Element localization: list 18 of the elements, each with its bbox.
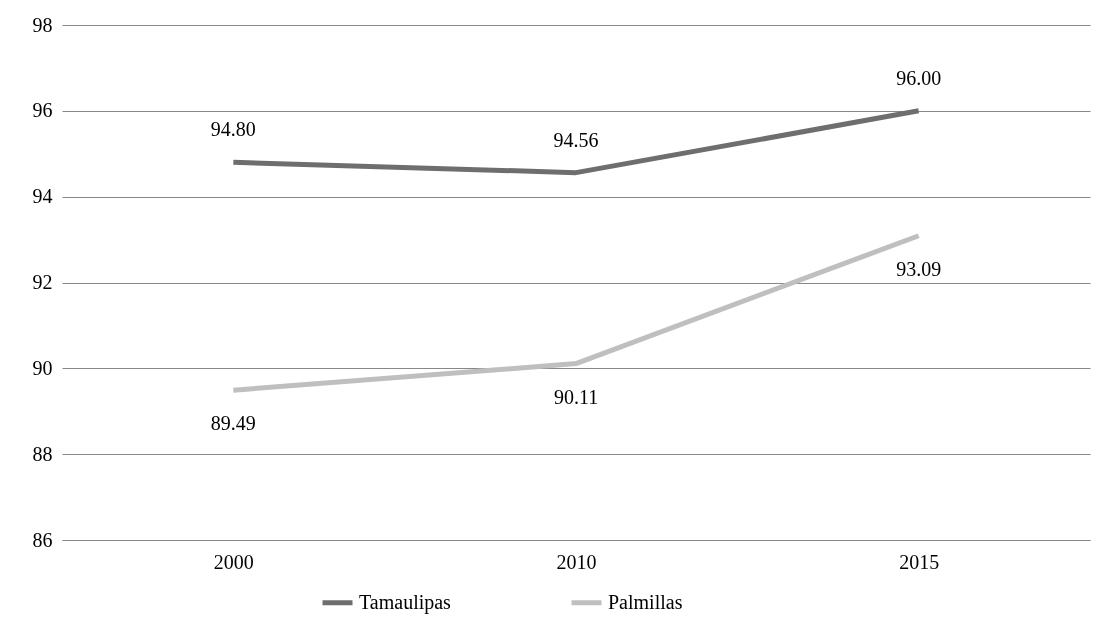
data-label: 96.00 (896, 66, 942, 89)
x-tick-label: 2010 (556, 550, 597, 573)
data-label: 93.09 (896, 257, 942, 280)
y-tick-label: 96 (32, 99, 53, 122)
y-tick-label: 98 (32, 13, 53, 36)
data-label: 90.11 (553, 385, 599, 408)
y-tick-label: 90 (32, 356, 53, 379)
y-tick-label: 86 (32, 528, 53, 551)
y-tick-label: 92 (32, 271, 53, 293)
x-tick-label: 2000 (213, 550, 254, 573)
x-tick-label: 2015 (899, 550, 940, 573)
legend-label: Palmillas (608, 590, 683, 613)
data-label: 94.80 (210, 118, 256, 141)
y-tick-label: 94 (32, 185, 53, 208)
legend-label: Tamaulipas (359, 590, 452, 614)
y-tick-label: 88 (32, 442, 53, 465)
data-label: 89.49 (210, 412, 256, 435)
data-label: 94.56 (553, 128, 599, 151)
